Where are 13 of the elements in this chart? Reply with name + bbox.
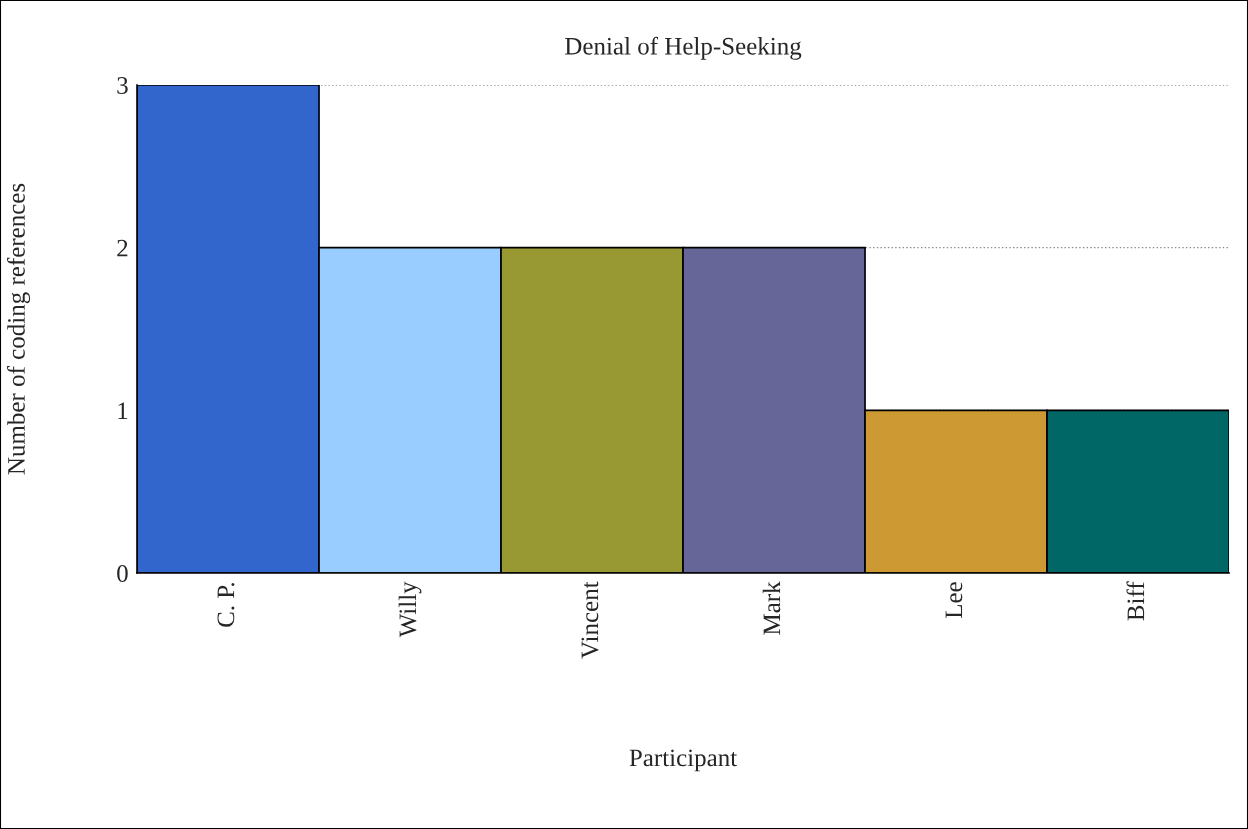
x-tick-label: Mark [762,581,781,635]
y-axis-title: Number of coding references [7,183,31,475]
x-tick-label: Biff [1126,581,1145,621]
x-tick-label: Willy [398,581,422,638]
y-tick-label: 1 [118,402,128,419]
x-tick-label: Lee [945,582,963,619]
chart-title: Denial of Help-Seeking [565,36,802,60]
x-tick-label: C. P. [217,582,235,627]
y-tick-label: 0 [117,565,128,582]
y-tick-label: 3 [117,77,128,94]
y-tick-label: 2 [117,239,128,257]
x-axis-title: Participant [629,749,738,772]
x-tick-label: Vincent [581,581,599,659]
